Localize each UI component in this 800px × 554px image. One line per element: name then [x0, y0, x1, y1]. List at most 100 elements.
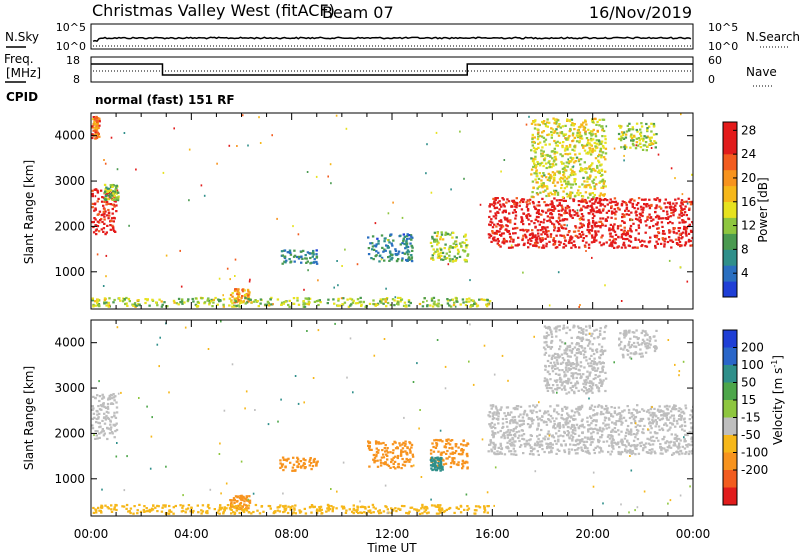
data-cell: [373, 461, 376, 464]
data-cell: [580, 345, 583, 348]
data-cell: [590, 224, 594, 228]
data-cell: [594, 117, 597, 120]
data-cell: [526, 423, 530, 426]
data-cell: [590, 441, 593, 444]
data-cell: [208, 303, 211, 306]
data-cell: [515, 431, 518, 434]
data-cell: [590, 389, 593, 392]
data-cell: [663, 423, 666, 426]
data-cell: [105, 410, 109, 413]
data-cell: [516, 226, 519, 230]
data-cell: [661, 438, 664, 441]
data-cell: [112, 301, 115, 304]
data-cell: [127, 297, 131, 301]
data-cell: [534, 406, 537, 409]
data-cell: [613, 411, 617, 415]
data-cell: [579, 158, 583, 161]
data-cell: [359, 505, 362, 509]
data-cell: [577, 200, 580, 203]
data-cell: [496, 242, 499, 245]
data-cell: [491, 405, 495, 408]
data-cell: [548, 354, 551, 357]
data-cell: [619, 440, 623, 443]
data-cell: [561, 208, 564, 211]
data-cell: [372, 299, 375, 302]
data-cell: [610, 243, 614, 246]
data-cell: [340, 297, 343, 300]
data-cell: [537, 422, 540, 425]
data-cell: [590, 416, 593, 420]
data-cell: [125, 503, 129, 507]
data-cell: [544, 435, 547, 438]
data-cell: [604, 147, 608, 150]
data-cell: [579, 234, 583, 237]
data-cell: [657, 215, 661, 218]
data-cell: [600, 236, 603, 239]
data-cell: [575, 343, 578, 346]
data-cell: [598, 356, 601, 359]
data-cell: [403, 235, 406, 238]
data-cell: [597, 169, 601, 172]
data-cell: [562, 424, 565, 427]
data-cell: [522, 198, 526, 201]
data-cell: [421, 505, 424, 509]
data-cell: [501, 241, 504, 244]
colorbar-swatch: [723, 249, 737, 266]
data-cell: [637, 137, 641, 140]
data-cell: [629, 229, 632, 232]
data-cell: [544, 229, 548, 232]
data-cell: [518, 439, 521, 443]
data-cell: [250, 512, 253, 515]
data-cell: [384, 237, 387, 240]
data-cell: [252, 300, 256, 303]
data-cell: [429, 304, 432, 307]
data-cell: [566, 434, 570, 437]
data-cell: [691, 416, 693, 419]
data-cell: [453, 457, 456, 460]
data-cell: [449, 439, 452, 442]
data-cell: [611, 200, 614, 203]
data-cell: [123, 298, 126, 301]
data-cell: [662, 414, 666, 417]
data-cell: [422, 300, 425, 304]
data-cell: [552, 209, 556, 212]
data-cell: [598, 141, 601, 144]
data-cell: [680, 206, 683, 209]
data-cell: [449, 465, 453, 469]
data-cell: [591, 428, 594, 431]
data-cell: [568, 152, 572, 155]
data-cell: [288, 258, 291, 261]
data-cell: [493, 452, 496, 455]
data-cell: [335, 114, 338, 117]
data-cell: [670, 440, 673, 443]
data-cell: [564, 227, 568, 230]
data-cell: [535, 404, 539, 407]
data-cell: [562, 174, 565, 177]
data-cell: [514, 244, 517, 247]
data-cell: [546, 215, 550, 218]
data-cell: [525, 215, 528, 218]
data-cell: [551, 367, 554, 370]
data-cell: [233, 289, 237, 293]
data-cell: [514, 214, 518, 217]
data-cell: [437, 450, 440, 453]
data-cell: [473, 301, 476, 304]
data-cell: [625, 431, 628, 434]
data-cell: [584, 191, 588, 194]
data-cell: [590, 437, 593, 440]
data-cell: [623, 409, 626, 412]
data-cell: [100, 408, 103, 411]
data-cell: [292, 297, 296, 300]
data-cell: [624, 449, 627, 453]
data-cell: [579, 361, 583, 364]
data-cell: [230, 499, 233, 502]
data-cell: [566, 406, 569, 409]
data-cell: [651, 416, 655, 419]
data-cell: [659, 452, 662, 455]
data-cell: [563, 166, 566, 169]
data-cell: [661, 428, 665, 432]
data-cell: [494, 212, 497, 215]
data-cell: [606, 407, 609, 410]
data-cell: [112, 228, 115, 231]
data-cell: [654, 207, 657, 210]
